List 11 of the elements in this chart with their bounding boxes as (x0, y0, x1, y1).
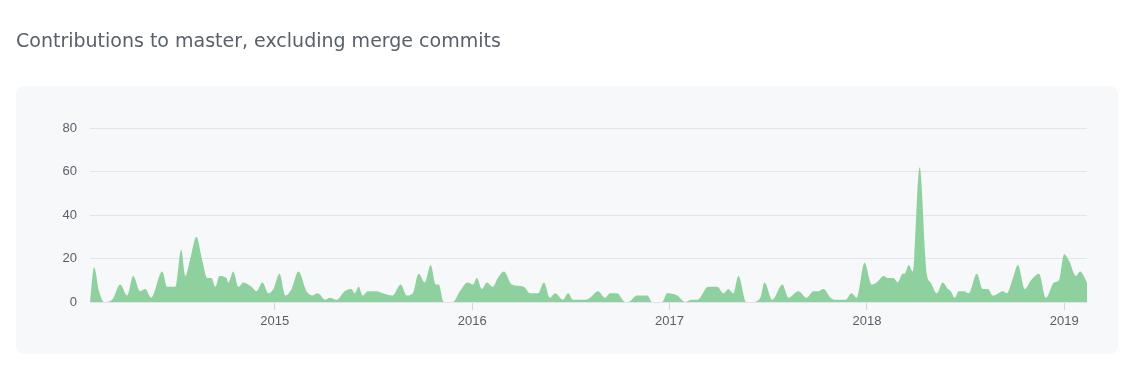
y-tick-label: 40 (62, 206, 77, 222)
x-tick-label: 2015 (260, 313, 290, 329)
chart-title: Contributions to master, excluding merge commits (16, 29, 501, 51)
y-tick-label: 0 (69, 293, 77, 309)
x-tick-label: 2018 (852, 313, 882, 329)
x-tick-label: 2017 (655, 313, 684, 329)
x-tick-label: 2016 (457, 313, 487, 329)
y-tick-label: 80 (62, 119, 77, 135)
y-tick-label: 60 (62, 163, 77, 179)
x-tick-label: 2019 (1049, 313, 1079, 329)
y-tick-label: 20 (62, 250, 77, 266)
